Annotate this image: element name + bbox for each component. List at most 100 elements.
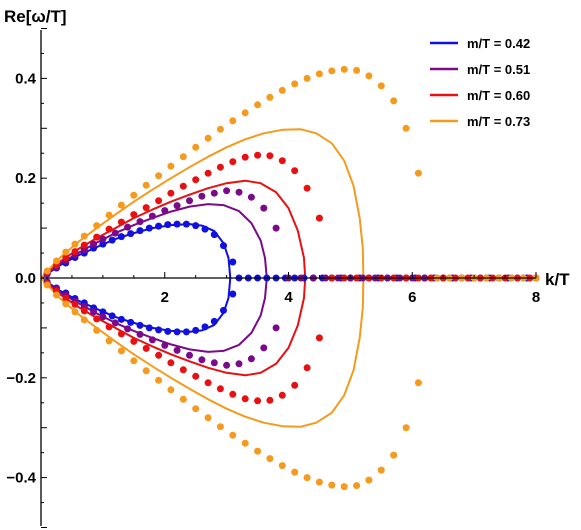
data-point-s4-7 (117, 201, 125, 209)
data-point-s2-13 (186, 197, 193, 205)
legend-label-4: m/T = 0.73 (467, 114, 530, 129)
data-point-s4-18 (254, 101, 262, 109)
data-point-s3-5 (93, 233, 101, 241)
data-point-s3-10-mirror (155, 351, 163, 359)
data-point-s1-14-mirror (173, 328, 181, 336)
data-point-s4-2-mirror (62, 300, 70, 308)
data-point-s3-2 (62, 254, 70, 262)
data-point-s1-15 (182, 220, 190, 228)
legend-label-2: m/T = 0.51 (467, 62, 530, 77)
data-point-s4-11-mirror (167, 386, 175, 394)
data-point-s4-2 (62, 248, 70, 256)
data-point-s3-10 (155, 197, 163, 205)
data-point-s1-15-mirror (182, 328, 190, 336)
data-point-s3-15-mirror (216, 385, 224, 393)
data-point-s4-11 (167, 162, 175, 170)
data-point-s4-26-mirror (353, 482, 361, 490)
data-point-s3-4-mirror (80, 307, 88, 315)
data-point-s3-13 (192, 176, 200, 184)
y-tick-label: 0.4 (15, 70, 37, 87)
x-tick-label: 8 (532, 289, 540, 306)
data-point-s4-29 (390, 97, 398, 105)
data-point-s4-18-mirror (254, 447, 262, 455)
data-point-s4-9 (142, 181, 150, 189)
data-point-s4-5-mirror (93, 326, 101, 334)
data-point-s2-13-mirror (186, 351, 193, 359)
data-point-s3-23-mirror (315, 334, 323, 342)
data-point-s3-22 (303, 184, 311, 192)
data-point-s4-24-mirror (328, 481, 336, 489)
data-point-s4-13-mirror (192, 405, 200, 413)
data-point-s3-9-mirror (142, 344, 150, 352)
data-point-s2-10-mirror (148, 336, 156, 344)
axes-layer: −0.4 −0.2 0.0 0.2 0.4 2 4 6 8 Re[ω/T] k/T (4, 7, 570, 528)
data-point-s4-21 (291, 80, 299, 88)
x-tick-label: 4 (284, 289, 293, 306)
data-point-s2-12-mirror (173, 346, 181, 354)
data-point-s1-11 (145, 224, 153, 232)
data-point-s1-13 (164, 221, 172, 229)
data-point-s3-17-mirror (241, 395, 249, 403)
data-point-s4-30 (402, 124, 410, 132)
data-point-s3-5-mirror (93, 315, 101, 323)
data-point-s2-20 (272, 224, 280, 232)
data-point-s4-20 (278, 86, 286, 94)
data-point-s1-6-mirror (99, 308, 107, 316)
data-point-s3-16 (229, 158, 237, 166)
data-point-s1-18-mirror (210, 317, 218, 325)
data-point-s2-6 (99, 235, 107, 243)
data-point-s4-3-mirror (71, 308, 79, 316)
data-point-s4-4 (80, 232, 88, 240)
data-point-s4-17 (241, 109, 249, 117)
data-point-s3-7-mirror (117, 330, 125, 338)
data-point-s3-22-mirror (303, 364, 311, 372)
data-point-s1-8 (117, 233, 125, 241)
data-point-s1-14 (173, 220, 181, 228)
y-tick-label: 0.0 (15, 270, 36, 287)
data-point-s4-29-mirror (390, 451, 398, 459)
data-point-s4-22 (303, 74, 311, 82)
data-point-s2-12 (173, 202, 181, 210)
data-point-s2-9-mirror (136, 330, 144, 338)
data-point-s4-24 (328, 67, 336, 75)
data-point-s2-11 (161, 207, 169, 215)
data-point-s4-5 (93, 222, 101, 230)
data-point-s4-14-mirror (204, 414, 212, 422)
data-point-s1-12 (155, 222, 163, 230)
data-point-s4-27 (365, 72, 373, 80)
data-point-s1-16 (192, 222, 200, 230)
data-point-s1-19 (220, 242, 227, 250)
data-point-s3-17 (241, 153, 249, 161)
data-point-s1-10 (136, 227, 144, 235)
data-point-s4-21-mirror (291, 468, 299, 476)
data-point-s1-12-mirror (155, 326, 163, 334)
data-point-s4-26 (353, 66, 361, 74)
data-point-s4-10 (155, 172, 163, 180)
y-tick-label: 0.2 (15, 170, 36, 187)
data-point-s2-15 (210, 189, 218, 197)
data-point-s4-12 (179, 153, 187, 161)
data-point-s4-23-mirror (315, 478, 323, 486)
data-point-s2-7-mirror (111, 319, 119, 327)
data-point-s2-18 (247, 193, 255, 201)
data-point-s1-16-mirror (192, 326, 200, 334)
data-point-s2-14 (198, 192, 206, 200)
data-point-s3-19 (266, 152, 274, 160)
data-point-s2-7 (111, 229, 119, 237)
data-point-s1-20-mirror (229, 290, 237, 298)
data-point-s2-16 (223, 187, 231, 195)
data-point-s2-5 (90, 240, 98, 248)
x-axis-title: k/T (545, 270, 570, 289)
data-point-s3-2-mirror (62, 294, 70, 302)
data-point-s3-20-mirror (278, 391, 286, 399)
data-point-s4-8 (130, 191, 138, 199)
legend-label-1: m/T = 0.42 (467, 36, 530, 51)
data-point-s1-19-mirror (220, 306, 227, 314)
data-point-s2-19 (260, 204, 268, 212)
data-point-s4-25-mirror (340, 483, 348, 491)
legend-label-3: m/T = 0.60 (467, 88, 530, 103)
data-point-s2-17 (235, 188, 243, 196)
data-point-s2-6-mirror (99, 313, 107, 321)
data-point-s4-10-mirror (155, 376, 163, 384)
